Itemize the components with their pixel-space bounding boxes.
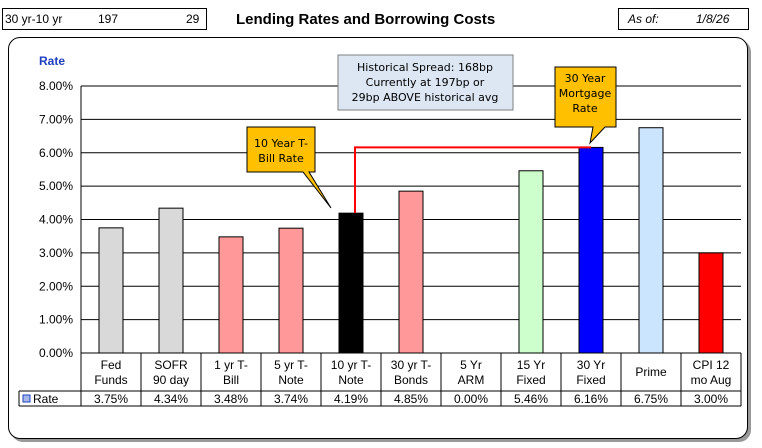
thirty-year-callout: [554, 66, 617, 145]
spread-note-box: [337, 54, 514, 111]
data-label: 4.34%: [154, 392, 188, 406]
bar: [278, 227, 304, 354]
chart-panel: Rate 0.00% 1.00% 2.00% 3.00% 4.00% 5.00% 6.00% 7…: [8, 37, 748, 439]
category-label: SOFR: [154, 358, 188, 372]
as-of-label: As of:: [628, 12, 659, 26]
data-label: 6.16%: [574, 392, 608, 406]
bar: [518, 170, 544, 354]
thirty-year-callout-text: Mortgage: [559, 87, 612, 100]
y-tick-label: 1.00%: [39, 313, 73, 327]
data-label: 3.00%: [694, 392, 728, 406]
category-label: 90 day: [153, 373, 189, 387]
as-of-box: As of: 1/8/26: [618, 8, 749, 30]
data-label: 3.48%: [214, 392, 248, 406]
legend-label: Rate: [33, 392, 59, 406]
y-tick-label: 5.00%: [39, 179, 73, 193]
category-label: Fixed: [576, 373, 605, 387]
data-label: 6.75%: [634, 392, 668, 406]
category-label: ARM: [458, 373, 485, 387]
bar: [218, 236, 244, 354]
spread-label: 30 yr-10 yr: [5, 12, 63, 26]
page-title: Lending Rates and Borrowing Costs: [236, 11, 496, 28]
bar: [98, 227, 124, 354]
y-tick-label: 0.00%: [39, 346, 73, 360]
y-tick-label: 2.00%: [39, 279, 73, 293]
bar: [638, 127, 664, 354]
spread-diff-value: 29: [186, 12, 200, 26]
data-label: 4.19%: [334, 392, 368, 406]
bar: [698, 252, 724, 354]
category-label: Funds: [94, 373, 127, 387]
spread-current-value: 197: [98, 12, 119, 26]
legend-swatch: [22, 394, 31, 403]
category-label: 5 Yr: [460, 358, 482, 372]
thirty-year-callout-text: Rate: [572, 102, 597, 115]
y-tick-label: 8.00%: [39, 79, 73, 93]
y-tick-label: 6.00%: [39, 146, 73, 160]
category-label: Bonds: [394, 373, 428, 387]
spread-note-text: Currently at 197bp or: [366, 76, 485, 89]
category-label: Fed: [101, 358, 122, 372]
category-label: Prime: [635, 365, 667, 379]
category-label: Bill: [223, 373, 239, 387]
category-label: Note: [338, 373, 364, 387]
category-label: 30 yr T-: [391, 358, 431, 372]
spread-note-text: 29bp ABOVE historical avg: [352, 91, 499, 104]
category-label: 15 Yr: [517, 358, 545, 372]
y-axis-label: Rate: [39, 54, 65, 68]
y-tick-label: 4.00%: [39, 213, 73, 227]
thirty-year-callout-text: 30 Year: [565, 72, 606, 85]
spread-note-text: Historical Spread: 168bp: [357, 61, 493, 74]
data-label: 3.74%: [274, 392, 308, 406]
category-label: 10 yr T-: [331, 358, 371, 372]
ten-year-callout-text: 10 Year T-: [254, 137, 308, 150]
spread-line: [354, 146, 591, 214]
category-label: CPI 12: [693, 358, 730, 372]
category-label: Fixed: [516, 373, 545, 387]
category-label: 30 Yr: [577, 358, 605, 372]
data-label: 5.46%: [514, 392, 548, 406]
bar: [578, 146, 604, 354]
category-label: Note: [278, 373, 304, 387]
data-label: 3.75%: [94, 392, 128, 406]
category-label: 5 yr T-: [274, 358, 308, 372]
ten-year-callout: [246, 126, 332, 209]
as-of-date: 1/8/26: [696, 12, 730, 26]
y-tick-label: 3.00%: [39, 246, 73, 260]
bar: [338, 212, 364, 354]
spread-summary-box: 30 yr-10 yr 197 29: [2, 8, 207, 30]
data-label: 0.00%: [454, 392, 488, 406]
rates-chart: Rate 0.00% 1.00% 2.00% 3.00% 4.00% 5.00% 6.00% 7…: [18, 54, 742, 407]
category-label: 1 yr T-: [214, 358, 248, 372]
data-label: 4.85%: [394, 392, 428, 406]
bar: [398, 190, 424, 354]
y-tick-label: 7.00%: [39, 112, 73, 126]
bar: [158, 207, 184, 354]
category-label: mo Aug: [691, 373, 732, 387]
ten-year-callout-text: Bill Rate: [258, 152, 304, 165]
